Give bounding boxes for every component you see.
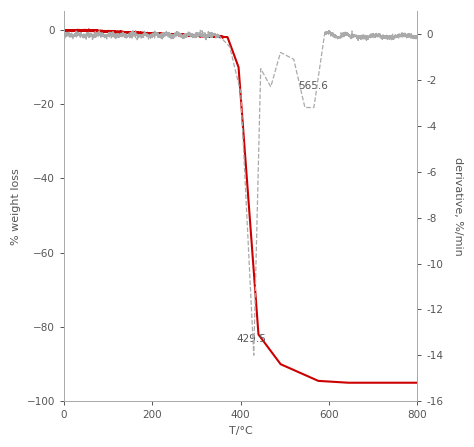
Text: 429.5: 429.5 xyxy=(237,334,266,344)
Text: 565.6: 565.6 xyxy=(298,81,328,91)
Y-axis label: derivative, %/min: derivative, %/min xyxy=(453,157,463,256)
Y-axis label: % weight loss: % weight loss xyxy=(11,168,21,245)
X-axis label: T/°C: T/°C xyxy=(229,426,253,436)
